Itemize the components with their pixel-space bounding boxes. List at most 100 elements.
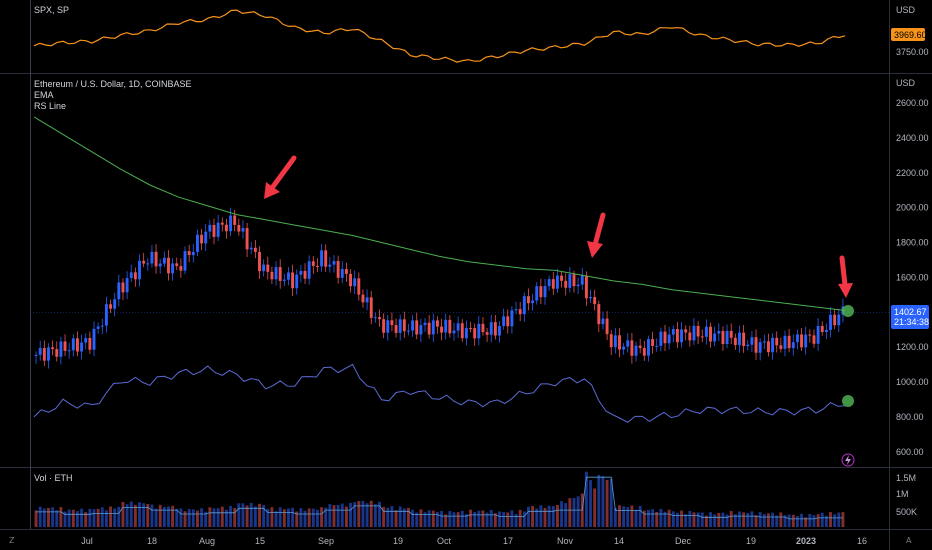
volume-bar[interactable] [295,511,299,527]
volume-bar[interactable] [622,506,626,527]
volume-bar[interactable] [109,506,112,527]
volume-bar[interactable] [336,504,340,527]
volume-bar[interactable] [324,507,328,527]
candle[interactable] [522,292,526,322]
candle[interactable] [154,244,158,274]
spx-pane[interactable]: SPX, SP USD 3750.00 3969.60 [33,5,929,63]
volume-bar[interactable] [299,508,303,527]
candle[interactable] [369,291,373,325]
volume-bar[interactable] [431,510,435,527]
volume-bar[interactable] [411,509,415,527]
candle[interactable] [415,312,419,340]
volume-bar[interactable] [464,514,468,527]
volume-bar[interactable] [605,479,609,527]
candle[interactable] [783,330,787,357]
volume-bar[interactable] [282,509,286,527]
candle[interactable] [477,316,481,346]
volume-bar[interactable] [688,510,692,527]
volume-bar[interactable] [597,474,601,527]
candle[interactable] [220,217,224,232]
candle[interactable] [365,289,369,311]
volume-bar[interactable] [224,509,228,527]
candle[interactable] [713,326,717,347]
candle[interactable] [47,343,50,369]
volume-bar[interactable] [659,508,663,527]
candle[interactable] [75,331,79,357]
candle[interactable] [518,302,522,322]
candle[interactable] [709,322,712,348]
volume-bar[interactable] [634,509,638,527]
candle[interactable] [386,314,390,341]
candle[interactable] [771,333,775,360]
volume-bar[interactable] [241,503,245,527]
candle[interactable] [411,315,415,337]
volume-bar[interactable] [531,505,535,527]
candle[interactable] [568,267,572,293]
candle[interactable] [473,323,477,346]
volume-bar[interactable] [584,471,588,527]
volume-bar[interactable] [675,512,679,527]
candle[interactable] [258,246,261,280]
price-axis[interactable]: 2600.00 2400.00 2200.00 2000.00 1800.00 1600.… [896,98,929,457]
volume-bar[interactable] [42,508,46,527]
volume-bar[interactable] [303,510,307,527]
volume-bar[interactable] [477,510,481,527]
volume-bar[interactable] [142,503,146,527]
volume-bar[interactable] [398,506,402,527]
volume-bar[interactable] [88,508,92,527]
volume-bar[interactable] [729,510,733,527]
candle[interactable] [59,336,63,365]
volume-bar[interactable] [663,511,667,527]
volume-bar[interactable] [59,507,63,527]
candle[interactable] [721,326,725,351]
candle[interactable] [762,334,766,349]
candle[interactable] [800,328,804,351]
candle[interactable] [551,271,555,296]
candle[interactable] [605,311,609,341]
candle[interactable] [564,273,568,296]
volume-bar[interactable] [800,513,804,527]
candle[interactable] [138,254,141,287]
candle[interactable] [696,321,700,345]
candle[interactable] [324,244,328,272]
candle[interactable] [733,333,737,350]
volume-bar[interactable] [415,512,419,527]
volume-bar[interactable] [767,513,770,527]
candle[interactable] [88,331,92,354]
candle[interactable] [795,329,799,350]
volume-bar[interactable] [270,507,274,527]
volume-bar[interactable] [680,510,684,527]
candle[interactable] [692,318,696,346]
volume-bar[interactable] [104,510,108,527]
candle[interactable] [642,340,646,361]
candle[interactable] [398,314,402,341]
volume-bar[interactable] [833,514,837,527]
volume-bar[interactable] [489,510,493,527]
candle[interactable] [837,308,841,333]
volume-bar[interactable] [154,508,158,527]
candle[interactable] [824,323,828,340]
volume-bar[interactable] [514,514,518,527]
volume-bar[interactable] [692,512,696,527]
candle[interactable] [506,309,510,334]
candle[interactable] [456,316,460,338]
volume-bar[interactable] [245,505,249,527]
volume-bar[interactable] [204,511,208,527]
volume-bar[interactable] [423,512,427,527]
candle[interactable] [555,268,559,293]
candle[interactable] [812,329,816,348]
volume-bar[interactable] [667,509,671,527]
volume-bar[interactable] [179,508,183,527]
volume-bar[interactable] [96,508,100,527]
volume-bar[interactable] [320,507,324,527]
volume-bar[interactable] [361,500,365,527]
candle[interactable] [576,277,580,294]
candle[interactable] [133,267,137,287]
candle[interactable] [754,329,758,360]
volume-bar[interactable] [208,507,212,527]
candle[interactable] [584,271,588,306]
volume-bar[interactable] [498,511,501,527]
volume-bar[interactable] [386,507,390,527]
candle[interactable] [667,326,671,350]
volume-bar[interactable] [258,503,261,527]
